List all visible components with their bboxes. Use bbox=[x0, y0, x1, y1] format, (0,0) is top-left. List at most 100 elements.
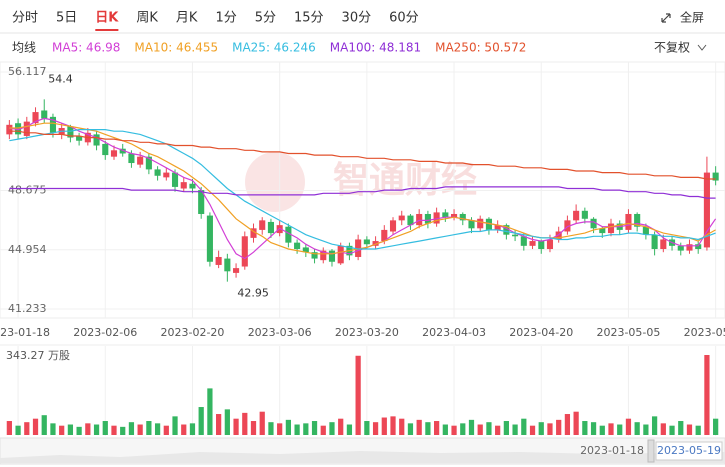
tab[interactable]: 1分 bbox=[215, 11, 236, 26]
volume-bar bbox=[547, 423, 553, 435]
tab[interactable]: 30分 bbox=[342, 11, 372, 26]
volume-bar bbox=[259, 411, 265, 435]
volume-bar bbox=[154, 423, 161, 435]
candle-body bbox=[581, 210, 588, 219]
x-tick-label: 2023-04-20 bbox=[509, 326, 573, 339]
volume-bar bbox=[346, 424, 353, 435]
ma-line bbox=[9, 130, 716, 180]
candle-body bbox=[512, 234, 519, 237]
y-tick-label: 56.117 bbox=[8, 65, 47, 78]
candle-body bbox=[642, 226, 649, 235]
candle-body bbox=[171, 172, 179, 187]
volume-bar bbox=[24, 422, 30, 435]
candle-body bbox=[128, 153, 135, 164]
tab[interactable]: 5分 bbox=[255, 11, 276, 26]
volume-bar bbox=[451, 425, 457, 435]
volume-bar bbox=[573, 411, 579, 435]
candle-body bbox=[398, 215, 405, 221]
volume-bar bbox=[434, 421, 440, 435]
candle-body bbox=[241, 236, 248, 267]
candle-body bbox=[407, 215, 414, 226]
tab[interactable]: 月K bbox=[176, 11, 198, 26]
tab[interactable]: 5日 bbox=[56, 11, 77, 26]
candle-body bbox=[32, 112, 39, 124]
candle-body bbox=[712, 172, 719, 181]
ma-line bbox=[9, 122, 716, 255]
candle-body bbox=[76, 135, 83, 141]
volume-bar bbox=[529, 425, 536, 435]
navigator-start: 2023-01-18 bbox=[580, 444, 644, 457]
candle-body bbox=[424, 213, 431, 224]
candle-body bbox=[651, 234, 658, 250]
volume-bar bbox=[76, 426, 82, 435]
volume-bar bbox=[268, 422, 274, 435]
candle-body bbox=[355, 239, 362, 257]
candle-body bbox=[102, 143, 109, 156]
volume-bar bbox=[651, 416, 658, 435]
candle-body bbox=[311, 252, 318, 259]
fullscreen[interactable]: 全屏 bbox=[680, 10, 704, 25]
volume-bar bbox=[224, 409, 230, 435]
dropdown-arrow[interactable] bbox=[697, 44, 707, 51]
candle-body bbox=[337, 245, 344, 264]
volume-bar bbox=[67, 424, 74, 435]
candle-body bbox=[328, 250, 336, 262]
volume-bar bbox=[599, 425, 605, 435]
candle-body bbox=[389, 220, 397, 232]
ma-line bbox=[9, 129, 716, 250]
volume-bar bbox=[111, 425, 117, 435]
volume-bar bbox=[242, 412, 248, 435]
volume-bar bbox=[102, 421, 108, 435]
x-tick-label: 2023-03-20 bbox=[335, 326, 399, 339]
volume-bar bbox=[181, 424, 187, 435]
x-tick-label: 2023-02-20 bbox=[161, 326, 225, 339]
toolbar-bg bbox=[0, 0, 725, 33]
candle-body bbox=[485, 218, 492, 230]
low-label: 42.95 bbox=[237, 287, 269, 300]
volume-bar bbox=[198, 407, 204, 435]
candle-body bbox=[189, 183, 196, 189]
candle-body bbox=[494, 225, 501, 230]
candle-body bbox=[607, 223, 615, 234]
candle-body bbox=[154, 169, 161, 176]
volume-bar bbox=[538, 422, 544, 435]
candle-body bbox=[119, 148, 126, 154]
volume-bar bbox=[233, 418, 239, 435]
candle-body bbox=[267, 221, 274, 234]
volume-bar bbox=[311, 421, 318, 435]
volume-bar bbox=[556, 419, 562, 435]
navigator-handle[interactable] bbox=[647, 439, 655, 463]
volume-bar bbox=[686, 424, 693, 435]
candle-body bbox=[163, 172, 170, 178]
volume-bar bbox=[477, 424, 483, 435]
volume-bar bbox=[704, 355, 710, 435]
candle-body bbox=[363, 239, 370, 245]
volume-bar bbox=[512, 424, 518, 435]
tab[interactable]: 周K bbox=[136, 11, 158, 26]
tab[interactable]: 15分 bbox=[294, 11, 324, 26]
candle-body bbox=[215, 256, 222, 265]
tab[interactable]: 分时 bbox=[12, 11, 38, 26]
volume-bar bbox=[495, 425, 501, 435]
volume-bar bbox=[137, 424, 143, 435]
volume-bar bbox=[425, 422, 431, 435]
tab[interactable]: 日K bbox=[95, 11, 119, 26]
candle-body bbox=[198, 190, 205, 214]
candle-body bbox=[590, 218, 597, 229]
volume-bar bbox=[32, 418, 39, 435]
volume-bar bbox=[93, 424, 100, 435]
legend-item: MA5: 46.98 bbox=[52, 41, 120, 55]
tab[interactable]: 60分 bbox=[389, 11, 419, 26]
candle-body bbox=[433, 212, 440, 224]
candle-body bbox=[206, 215, 213, 262]
fullscreen-icon[interactable] bbox=[661, 13, 671, 23]
volume-bar bbox=[50, 423, 56, 435]
adjust-select[interactable]: 不复权 bbox=[654, 41, 690, 55]
candle-body bbox=[686, 244, 693, 251]
volume-bar bbox=[442, 424, 448, 435]
volume-bar bbox=[277, 423, 283, 435]
candle-body bbox=[23, 121, 30, 136]
candle-body bbox=[372, 241, 379, 246]
volume-bar bbox=[207, 388, 213, 435]
